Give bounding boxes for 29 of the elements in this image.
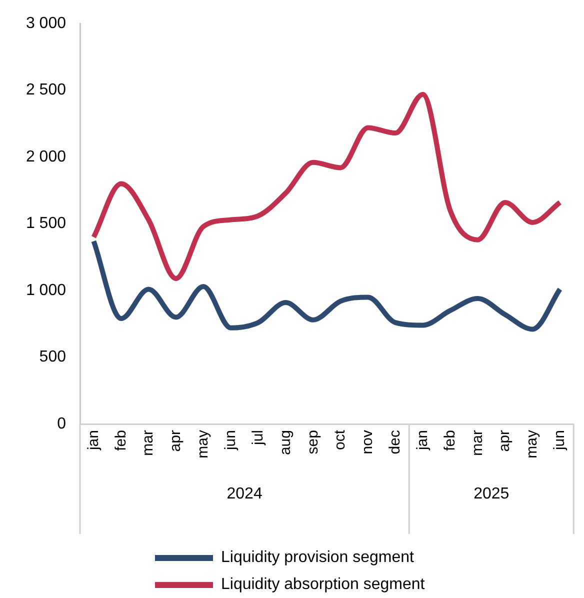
x-tick-label: apr [167, 430, 184, 452]
y-tick-label: 3 000 [26, 15, 66, 32]
legend-label: Liquidity provision segment [221, 548, 414, 566]
x-tick-label: mar [468, 430, 486, 456]
y-tick-label: 2 000 [26, 148, 66, 166]
x-tick-label: dec [386, 430, 404, 454]
x-tick-label: may [524, 430, 541, 458]
x-tick-label: mar [140, 430, 157, 456]
text: 2025 [474, 485, 510, 502]
x-tick-label: feb [112, 430, 130, 451]
x-tick-label: nov [359, 430, 376, 454]
y-tick-label: 1 500 [26, 215, 66, 232]
x-tick-label: jan [414, 430, 431, 452]
y-tick-label: 0 [57, 415, 66, 432]
x-tick-label: oct [332, 429, 349, 450]
x-tick-label: may [194, 430, 212, 458]
x-tick-label: feb [441, 430, 458, 451]
x-tick-label: jul [249, 430, 266, 446]
legend-label: Liquidity absorption segment [221, 576, 425, 594]
x-tick-label: jun [551, 430, 568, 452]
x-tick-label: jan [84, 430, 102, 452]
x-tick-label: apr [496, 430, 514, 452]
text: 2024 [226, 485, 262, 502]
y-tick-label: 1 000 [26, 282, 66, 299]
y-tick-label: 500 [39, 348, 66, 366]
x-tick-label: sep [304, 430, 322, 454]
x-tick-label: aug [276, 430, 294, 456]
x-tick-label: jun [222, 430, 239, 452]
y-tick-label: 2 500 [26, 82, 66, 99]
